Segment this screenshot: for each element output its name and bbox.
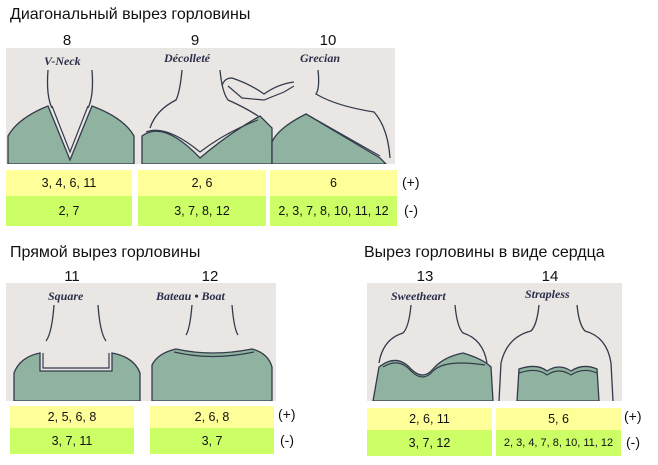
square-figure [13, 304, 141, 401]
neckline-number-14: 14 [541, 268, 559, 285]
minus-cell-8: 2, 7 [6, 196, 132, 226]
illustration-panel-heart: Sweetheart Strapless [367, 283, 622, 401]
neckline-number-13: 13 [416, 268, 434, 285]
neckline-number-9: 9 [190, 32, 200, 49]
neckline-number-12: 12 [201, 268, 219, 285]
neckline-label-8: V-Neck [44, 54, 81, 68]
neckline-label-13: Sweetheart [391, 289, 446, 303]
minus-cell-11: 3, 7, 11 [10, 428, 134, 454]
minus-cell-10: 2, 3, 7, 8, 10, 11, 12 [270, 196, 397, 226]
plus-sign-left: (+) [278, 406, 296, 422]
neckline-label-10: Grecian [300, 51, 340, 65]
sweetheart-figure [372, 304, 494, 401]
strapless-figure [498, 304, 614, 401]
decollete-figure [141, 69, 273, 164]
minus-cell-14: 2, 3, 4, 7, 8, 10, 11, 12 [496, 430, 621, 456]
neckline-number-8: 8 [62, 32, 72, 49]
neckline-label-11: Square [48, 289, 84, 303]
neckline-label-12: Bateau • Boat [155, 289, 226, 303]
plus-cell-11: 2, 5, 6, 8 [10, 406, 134, 428]
plus-cell-10: 6 [270, 170, 397, 196]
section-heading-diagonal: Диагональный вырез горловины [10, 6, 251, 23]
minus-sign-top: (-) [404, 202, 418, 218]
neckline-label-9: Décolleté [163, 51, 211, 65]
neckline-number-10: 10 [319, 32, 337, 49]
minus-sign-right: (-) [626, 434, 640, 450]
plus-cell-13: 2, 6, 11 [367, 408, 492, 430]
neckline-label-14: Strapless [525, 287, 570, 301]
neckline-number-11: 11 [64, 268, 80, 285]
v-neck-figure [7, 69, 135, 164]
plus-cell-14: 5, 6 [496, 408, 621, 430]
minus-cell-13: 3, 7, 12 [367, 430, 492, 456]
plus-cell-12: 2, 6, 8 [150, 406, 274, 428]
bateau-figure [151, 304, 273, 401]
plus-sign-top: (+) [402, 174, 420, 190]
minus-sign-left: (-) [280, 432, 294, 448]
illustration-panel-straight: Square Bateau • Boat [6, 283, 276, 401]
plus-cell-8: 3, 4, 6, 11 [6, 170, 132, 196]
section-heading-straight: Прямой вырез горловины [10, 244, 201, 261]
minus-cell-9: 3, 7, 8, 12 [138, 196, 266, 226]
section-heading-heart: Вырез горловины в виде сердца [364, 244, 605, 261]
grecian-figure [221, 69, 391, 164]
minus-cell-12: 3, 7 [150, 428, 274, 454]
plus-cell-9: 2, 6 [138, 170, 266, 196]
plus-sign-right: (+) [624, 408, 642, 424]
illustration-panel-diagonal: V-Neck Décolleté Grecian [6, 48, 395, 164]
